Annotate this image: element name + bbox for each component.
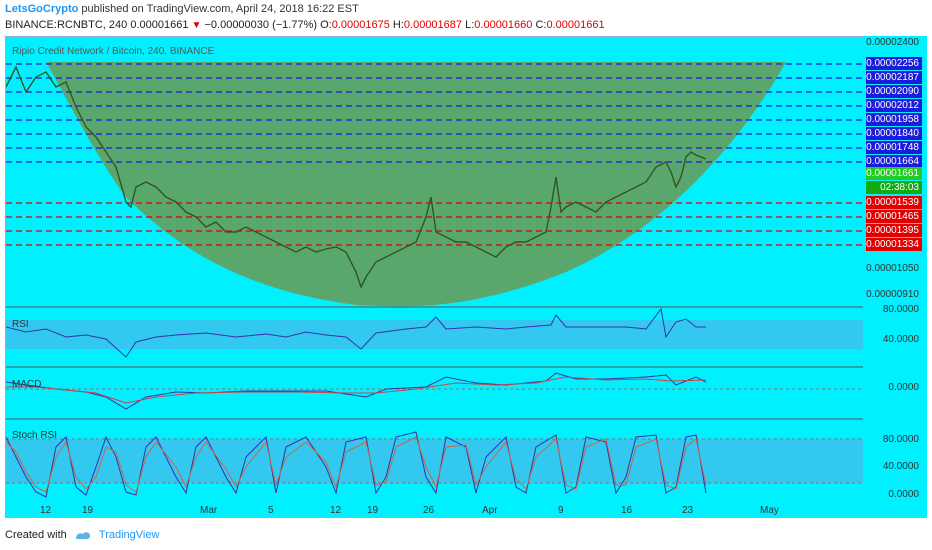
low-value: 0.00001660: [474, 19, 533, 31]
time-axis-label: 16: [621, 505, 633, 516]
close-label: C:: [535, 19, 547, 31]
high-label: H:: [392, 19, 404, 31]
stoch-label: Stoch RSI: [12, 430, 58, 441]
resistance-level-label: 0.00002187: [866, 71, 922, 84]
stoch-d-series: [6, 436, 707, 493]
resistance-level-label: 0.00002012: [866, 99, 922, 112]
created-with-text: Created with: [5, 529, 67, 541]
time-axis-label: 9: [558, 505, 564, 516]
macd-series: [6, 372, 707, 410]
ohlc-bar: BINANCE:RCNBTC, 240 0.00001661 ▼ −0.0000…: [5, 19, 605, 31]
time-axis-label: 19: [367, 505, 379, 516]
chart-title: Ripio Credit Network / Bitcoin, 240, BIN…: [12, 46, 215, 57]
stoch-tick-80: 80.0000: [882, 434, 919, 445]
support-level-label: 0.00001539: [866, 196, 922, 209]
time-axis-label: 5: [268, 505, 274, 516]
support-level-label: 0.00001465: [866, 210, 922, 223]
stoch-band: [6, 439, 864, 483]
time-axis-label: 12: [330, 505, 342, 516]
time-axis-label: 26: [423, 505, 435, 516]
stoch-tick-0: 0.0000: [888, 489, 919, 500]
close-value: 0.00001661: [546, 19, 605, 31]
countdown-label: 02:38:03: [866, 181, 922, 194]
support-level-label: 0.00001395: [866, 224, 922, 237]
rsi-label: RSI: [12, 319, 29, 330]
price-change: −0.00000030 (−1.77%): [204, 19, 318, 31]
time-axis-label: Apr: [482, 505, 498, 516]
resistance-level-label: 0.00001958: [866, 113, 922, 126]
tradingview-logo-icon: [75, 532, 90, 540]
down-triangle-icon: ▼: [191, 20, 202, 31]
tradingview-link[interactable]: TradingView: [98, 529, 160, 541]
macd-tick-0: 0.0000: [888, 382, 919, 393]
open-label: O:: [320, 19, 332, 31]
stoch-k-series: [6, 431, 707, 498]
macd-label: MACD: [12, 379, 42, 390]
last-price: 0.00001661: [130, 19, 189, 31]
open-value: 0.00001675: [331, 19, 390, 31]
published-text: published on TradingView.com, April 24, …: [81, 3, 359, 15]
time-axis-label: Mar: [200, 505, 218, 516]
rsi-series: [6, 307, 706, 358]
rsi-band: [6, 320, 864, 349]
footer: Created with TradingView: [5, 529, 159, 541]
time-axis-label: May: [760, 505, 779, 516]
publish-info: LetsGoCrypto published on TradingView.co…: [5, 3, 359, 15]
resistance-level-label: 0.00002256: [866, 57, 922, 70]
high-value: 0.00001687: [403, 19, 463, 31]
stoch-tick-40: 40.0000: [882, 461, 919, 472]
low-tick: 0.00001050: [866, 263, 919, 274]
rsi-tick-80: 80.0000: [882, 304, 919, 315]
current-price-label: 0.00001661: [866, 167, 922, 180]
rsi-tick-40: 40.0000: [882, 334, 919, 345]
time-axis-label: 23: [682, 505, 694, 516]
time-axis-label: 12: [40, 505, 52, 516]
resistance-level-label: 0.00002090: [866, 85, 922, 98]
author-link[interactable]: LetsGoCrypto: [5, 3, 79, 15]
time-axis-label: 19: [82, 505, 94, 516]
macd-signal-series: [6, 376, 707, 404]
levels-group: [6, 63, 864, 246]
chart-area[interactable]: Ripio Credit Network / Bitcoin, 240, BIN…: [5, 36, 927, 518]
symbol-label: BINANCE:RCNBTC, 240: [5, 19, 128, 31]
support-level-label: 0.00001334: [866, 238, 922, 251]
low-tick: 0.00000910: [866, 289, 919, 300]
low-label: L:: [465, 19, 475, 31]
top-tick: 0.00002400: [866, 37, 919, 48]
chart-canvas: [6, 62, 864, 498]
resistance-level-label: 0.00001664: [866, 155, 922, 168]
resistance-level-label: 0.00001748: [866, 141, 922, 154]
resistance-level-label: 0.00001840: [866, 127, 922, 140]
price-series: [6, 65, 707, 289]
